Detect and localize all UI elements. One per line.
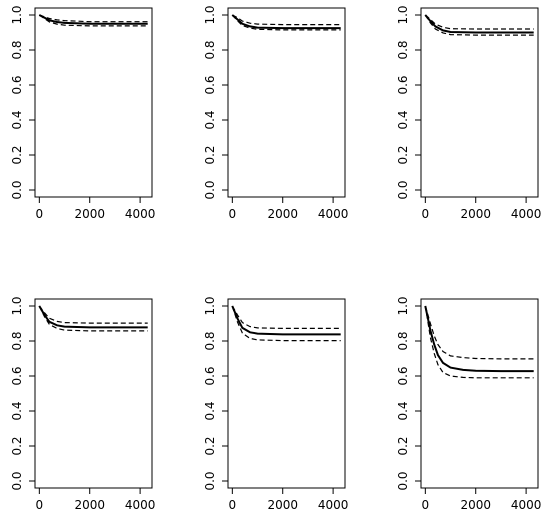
y-tick-label: 0.4 [10,401,24,420]
y-tick-label: 0.8 [396,331,410,350]
x-tick-label: 0 [229,498,237,512]
plot-frame [34,7,153,198]
x-tick-label: 4000 [125,498,156,512]
confidence-bound-line [231,14,341,31]
y-tick-label: 0.8 [396,40,410,59]
confidence-bound-line [231,305,341,329]
y-tick-label: 0.4 [396,401,410,420]
y-tick-label: 0.6 [396,75,410,94]
y-tick-label: 0.4 [396,110,410,129]
confidence-bound-line [232,14,341,26]
y-tick-label: 0.4 [203,401,217,420]
y-tick-label: 0.2 [396,145,410,164]
plot-frame [420,298,539,489]
y-tick-label: 0.6 [203,366,217,385]
estimate-line [231,14,341,30]
y-tick-label: 1.0 [10,296,24,315]
y-tick-label: 0.6 [10,75,24,94]
chart-panel-3: 0 2000 4000 0.0 0.2 0.4 0.6 0.8 1.0 [396,5,541,221]
x-tick-label: 2000 [74,498,105,512]
y-tick-label: 1.0 [396,5,410,24]
x-tick-label: 4000 [511,207,542,221]
y-tick-label: 0.8 [203,331,217,350]
y-tick-label: 0.0 [10,471,24,490]
confidence-bound-line [231,305,341,342]
y-tick-label: 1.0 [203,5,217,24]
y-tick-label: 0.4 [10,110,24,129]
y-tick-label: 0.0 [203,180,217,199]
y-tick-label: 0.2 [10,145,24,164]
estimate-line [38,14,148,25]
estimate-line [38,305,148,329]
x-tick-label: 2000 [267,207,298,221]
confidence-bound-line [424,305,534,360]
confidence-bound-line [38,305,148,324]
chart-panel-2: 0 2000 4000 0.0 0.2 0.4 0.6 0.8 1.0 [203,5,348,221]
x-tick-label: 4000 [318,498,349,512]
confidence-bound-line [424,305,534,379]
y-tick-label: 0.0 [396,180,410,199]
y-tick-label: 0.6 [203,75,217,94]
estimate-line [424,305,534,373]
chart-panel-4: 0 2000 4000 0.0 0.2 0.4 0.6 0.8 1.0 [10,296,155,512]
x-tick-label: 2000 [267,498,298,512]
estimate-line [231,305,341,336]
confidence-bound-line [38,14,148,27]
y-tick-label: 0.8 [10,40,24,59]
confidence-bound-line [38,305,148,332]
plot-frame [227,7,346,198]
y-tick-label: 1.0 [396,296,410,315]
x-tick-label: 0 [36,207,44,221]
confidence-bound-line [424,14,534,30]
x-tick-label: 2000 [460,207,491,221]
plot-frame [420,7,539,198]
y-tick-label: 0.2 [203,436,217,455]
plot-frame [227,298,346,489]
y-tick-label: 0.8 [10,331,24,350]
chart-panel-6: 0 2000 4000 0.0 0.2 0.4 0.6 0.8 1.0 [396,296,541,512]
y-tick-label: 0.6 [10,366,24,385]
y-tick-label: 0.2 [203,145,217,164]
x-tick-label: 2000 [460,498,491,512]
chart-panel-5: 0 2000 4000 0.0 0.2 0.4 0.6 0.8 1.0 [203,296,348,512]
x-tick-label: 4000 [511,498,542,512]
y-tick-label: 0.0 [396,471,410,490]
confidence-bound-line [39,14,148,23]
chart-panel-1: 0 2000 4000 0.0 0.2 0.4 0.6 0.8 1.0 [10,5,155,221]
x-tick-label: 0 [36,498,44,512]
y-tick-label: 1.0 [10,5,24,24]
y-tick-label: 1.0 [203,296,217,315]
y-tick-label: 0.8 [203,40,217,59]
y-tick-label: 0.0 [10,180,24,199]
y-tick-label: 0.2 [396,436,410,455]
x-tick-label: 4000 [125,207,156,221]
y-tick-label: 0.2 [10,436,24,455]
confidence-bound-line [424,14,534,36]
x-tick-label: 4000 [318,207,349,221]
x-tick-label: 2000 [74,207,105,221]
estimate-line [424,14,534,34]
y-tick-label: 0.0 [203,471,217,490]
x-tick-label: 0 [229,207,237,221]
x-tick-label: 0 [422,498,430,512]
y-tick-label: 0.6 [396,366,410,385]
x-tick-label: 0 [422,207,430,221]
y-tick-label: 0.4 [203,110,217,129]
